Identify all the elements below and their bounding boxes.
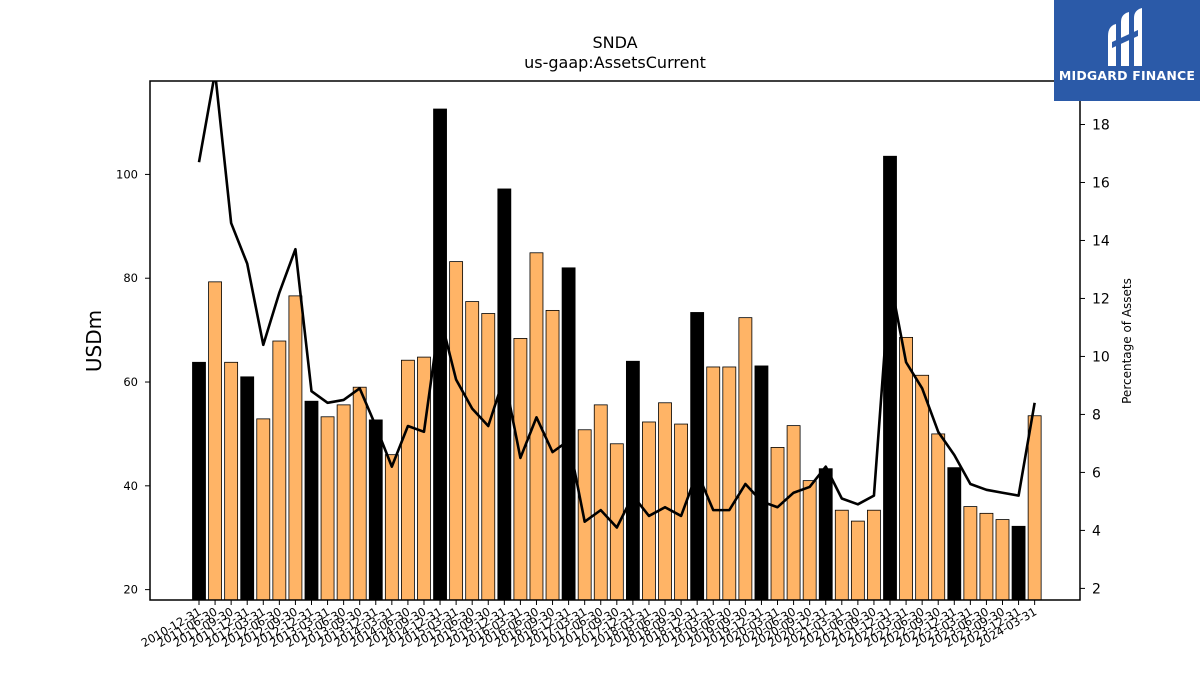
bar-2019-03-31 (706, 366, 721, 601)
bar-2016-03-31 (513, 338, 528, 601)
bar-2023-09-30 (995, 519, 1010, 601)
y2-tick-label: 10 (1092, 349, 1110, 365)
bar-2020-03-31 (770, 447, 785, 601)
bar-2013-12-31 (368, 419, 383, 601)
y2-tick-label: 2 (1092, 581, 1101, 597)
bar-2012-09-30 (288, 295, 303, 601)
bar-2020-06-30 (786, 425, 801, 601)
bar-2013-06-30 (336, 404, 351, 601)
bar-2023-03-31 (963, 506, 978, 601)
bar-2023-06-30 (979, 512, 994, 601)
bar-2021-06-30 (850, 520, 865, 601)
plot-frame (149, 80, 1081, 601)
logo-mark-icon (1108, 8, 1142, 66)
bar-2020-09-30 (802, 480, 817, 601)
bar-2018-06-30 (658, 402, 672, 601)
chart-subtitle: us-gaap:AssetsCurrent (524, 53, 706, 72)
bar-2013-03-31 (320, 416, 335, 601)
brand-name: MIDGARD FINANCE (1058, 68, 1196, 83)
y-axis-right: 2 4 6 8 10 12 14 16 18 (1080, 117, 1110, 597)
bar-2019-09-30 (738, 317, 753, 601)
bar-2015-09-30 (481, 313, 496, 601)
bar-2018-12-31 (690, 312, 705, 601)
bar-2015-03-31 (449, 261, 464, 601)
y2-tick-label: 6 (1092, 465, 1101, 481)
y-tick-label: 40 (123, 479, 138, 493)
bar-2019-06-30 (722, 366, 737, 601)
bar-2012-12-31 (304, 400, 319, 601)
bar-2011-06-30 (208, 281, 222, 601)
y-axis-left: 20 40 60 80 100 (116, 167, 150, 597)
percentage-line (197, 81, 1036, 529)
bar-2021-12-31 (883, 155, 897, 601)
bar-2019-12-31 (754, 365, 769, 601)
y2-tick-label: 14 (1092, 233, 1110, 249)
y-axis-label: USDm (82, 310, 106, 372)
y-tick-label: 60 (123, 375, 138, 389)
bar-2017-06-30 (593, 404, 608, 601)
bar-2014-03-31 (384, 454, 399, 601)
bar-2017-12-31 (625, 360, 640, 601)
bar-2021-09-30 (867, 509, 881, 601)
bar-2012-06-30 (272, 340, 287, 601)
bar-2010-12-31 (192, 361, 206, 601)
line-group (197, 81, 1036, 529)
bar-2016-12-31 (561, 267, 576, 601)
bar-2022-09-30 (931, 433, 946, 601)
y-tick-label: 80 (123, 271, 138, 285)
y2-tick-label: 16 (1092, 175, 1110, 191)
bar-2022-03-31 (899, 336, 913, 601)
bar-2015-06-30 (465, 301, 480, 601)
y2-tick-label: 12 (1092, 291, 1110, 307)
chart-title: SNDA (592, 33, 637, 52)
bar-2023-12-31 (1011, 525, 1026, 601)
bar-2020-12-31 (818, 468, 833, 601)
bar-2014-06-30 (401, 359, 415, 601)
bar-2011-09-30 (224, 361, 239, 601)
x-axis: 2010-12-312011-06-302011-09-302011-12-31… (139, 600, 1039, 650)
bar-2024-03-31 (1027, 415, 1042, 601)
brand-logo: MIDGARD FINANCE (1054, 0, 1200, 101)
bar-2012-03-31 (256, 418, 271, 601)
bar-2022-06-30 (915, 374, 930, 601)
bar-2021-03-31 (834, 509, 849, 601)
y-tick-label: 100 (116, 167, 138, 181)
y2-tick-label: 4 (1092, 523, 1101, 539)
bar-2016-09-30 (545, 309, 560, 601)
bar-2013-09-30 (352, 386, 367, 601)
bar-2011-12-31 (240, 376, 255, 601)
y2-axis-label: Percentage of Assets (1120, 278, 1134, 404)
y2-tick-label: 8 (1092, 407, 1101, 423)
y-tick-label: 20 (123, 583, 138, 597)
y2-tick-label: 18 (1092, 117, 1110, 133)
bar-2022-12-31 (947, 467, 962, 601)
bar-2017-03-31 (577, 429, 592, 601)
